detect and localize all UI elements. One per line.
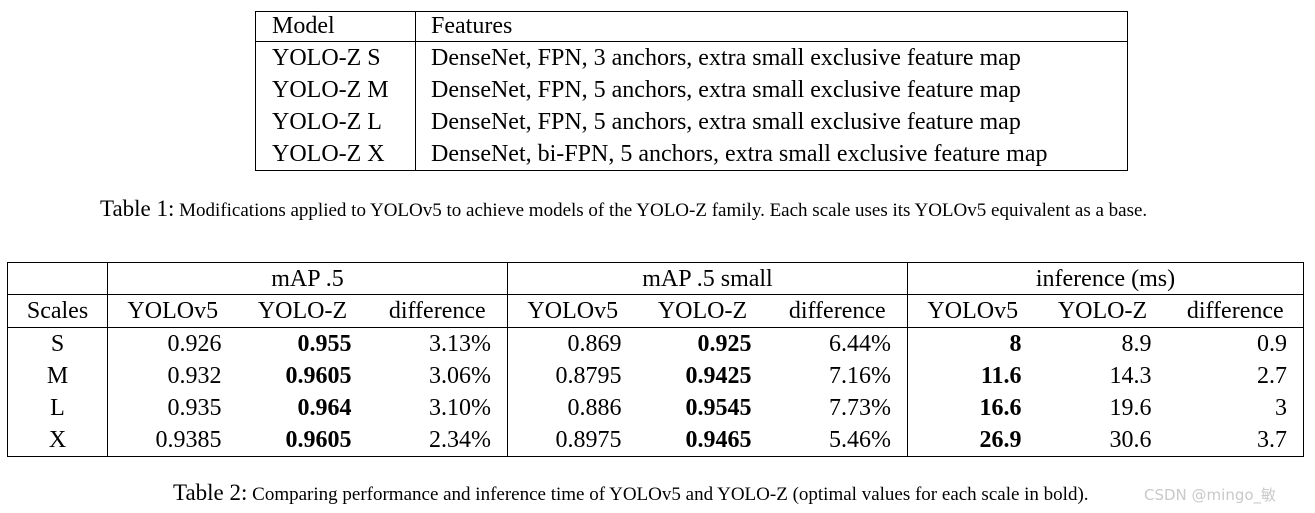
map-yolov5-cell: 0.932 [167, 363, 222, 389]
inference-difference-cell: 2.7 [1257, 363, 1287, 389]
column-header-difference: difference [367, 294, 508, 328]
small-difference-cell: 5.46% [767, 424, 908, 457]
performance-table: mAP .5 mAP .5 small inference (ms) Scale… [7, 262, 1304, 457]
inference-yolov5-cell: 11.6 [980, 363, 1022, 389]
scale-cell: S [7, 327, 108, 360]
column-header-features: Features [415, 11, 1128, 42]
table-header-row: Model Features [255, 11, 1128, 42]
column-header-yolov5: YOLOv5 [507, 294, 638, 328]
table-2-caption: Table 2: Comparing performance and infer… [173, 480, 1089, 506]
model-cell: YOLO-Z L [255, 106, 416, 138]
model-cell: YOLO-Z M [255, 74, 416, 106]
group-header-row: mAP .5 mAP .5 small inference (ms) [7, 262, 1304, 295]
group-header-map5-small: mAP .5 small [507, 262, 908, 295]
small-difference-cell: 7.73% [767, 392, 908, 424]
column-header-yolov5: YOLOv5 [907, 294, 1038, 328]
map-yoloz-cell: 0.9605 [285, 427, 352, 453]
column-header-yoloz: YOLO-Z [237, 294, 368, 328]
features-cell: DenseNet, FPN, 5 anchors, extra small ex… [431, 109, 1021, 135]
inference-yolov5-cell: 16.6 [979, 395, 1022, 421]
empty-header-cell [7, 262, 108, 295]
inference-yoloz-cell: 14.3 [1109, 363, 1152, 389]
group-header-map5: mAP .5 [107, 262, 508, 295]
small-yolov5-cell: 0.869 [567, 331, 622, 357]
small-yoloz-cell: 0.925 [697, 331, 752, 357]
scale-cell: L [7, 392, 108, 424]
map-yolov5-cell: 0.926 [167, 331, 222, 357]
inference-yoloz-cell: 8.9 [1121, 331, 1152, 357]
table-row: M 0.932 0.9605 3.06% 0.8795 0.9425 7.16%… [7, 360, 1304, 392]
model-cell: YOLO-Z S [255, 41, 416, 74]
column-header-model: Model [255, 11, 416, 42]
sub-header-row: Scales YOLOv5 YOLO-Z difference YOLOv5 Y… [7, 294, 1304, 328]
column-header-yoloz: YOLO-Z [637, 294, 768, 328]
small-yoloz-cell: 0.9465 [685, 427, 752, 453]
map-yoloz-cell: 0.955 [297, 331, 352, 357]
small-yolov5-cell: 0.886 [567, 395, 622, 421]
caption-text: Modifications applied to YOLOv5 to achie… [179, 200, 1148, 221]
inference-yoloz-cell: 19.6 [1109, 395, 1152, 421]
scale-cell: X [7, 424, 108, 457]
column-header-difference: difference [1167, 294, 1304, 328]
table-row: L 0.935 0.964 3.10% 0.886 0.9545 7.73% 1… [7, 392, 1304, 424]
model-cell: YOLO-Z X [255, 138, 416, 171]
small-yolov5-cell: 0.8975 [555, 427, 622, 453]
inference-difference-cell: 0.9 [1257, 331, 1287, 357]
scale-cell: M [7, 360, 108, 392]
table-1-caption: Table 1: Modifications applied to YOLOv5… [100, 196, 1147, 222]
column-header-yolov5: YOLOv5 [107, 294, 238, 328]
features-cell: DenseNet, FPN, 3 anchors, extra small ex… [431, 45, 1021, 71]
map-yolov5-cell: 0.935 [167, 395, 222, 421]
map-yoloz-cell: 0.964 [297, 395, 352, 421]
column-header-scales: Scales [7, 294, 108, 328]
features-table: Model Features YOLO-Z S DenseNet, FPN, 3… [255, 11, 1128, 171]
table-row: X 0.9385 0.9605 2.34% 0.8975 0.9465 5.46… [7, 424, 1304, 457]
inference-yolov5-cell: 26.9 [979, 427, 1022, 453]
caption-label: Table 1: [100, 196, 175, 221]
watermark: CSDN @mingo_敏 [1144, 486, 1277, 504]
map-yoloz-cell: 0.9605 [285, 363, 352, 389]
column-header-yoloz: YOLO-Z [1037, 294, 1168, 328]
features-cell: DenseNet, FPN, 5 anchors, extra small ex… [431, 77, 1021, 103]
inference-yoloz-cell: 30.6 [1109, 427, 1152, 453]
caption-text: Comparing performance and inference time… [252, 484, 1089, 505]
table-row: YOLO-Z X DenseNet, bi-FPN, 5 anchors, ex… [255, 138, 1128, 171]
small-yoloz-cell: 0.9545 [685, 395, 752, 421]
map-yolov5-cell: 0.9385 [155, 427, 222, 453]
inference-difference-cell: 3.7 [1257, 427, 1287, 453]
table-row: YOLO-Z M DenseNet, FPN, 5 anchors, extra… [255, 74, 1128, 106]
table-row: YOLO-Z L DenseNet, FPN, 5 anchors, extra… [255, 106, 1128, 138]
table-row: S 0.926 0.955 3.13% 0.869 0.925 6.44% 8 … [7, 327, 1304, 360]
features-cell: DenseNet, bi-FPN, 5 anchors, extra small… [431, 141, 1048, 167]
small-difference-cell: 7.16% [767, 360, 908, 392]
inference-yolov5-cell: 8 [1009, 331, 1022, 357]
map-difference-cell: 3.06% [367, 360, 508, 392]
caption-label: Table 2: [173, 480, 248, 505]
map-difference-cell: 2.34% [367, 424, 508, 457]
inference-difference-cell: 3 [1275, 395, 1287, 421]
small-difference-cell: 6.44% [767, 327, 908, 360]
map-difference-cell: 3.13% [367, 327, 508, 360]
column-header-difference: difference [767, 294, 908, 328]
small-yolov5-cell: 0.8795 [555, 363, 622, 389]
table-row: YOLO-Z S DenseNet, FPN, 3 anchors, extra… [255, 41, 1128, 74]
map-difference-cell: 3.10% [367, 392, 508, 424]
group-header-inference: inference (ms) [907, 262, 1304, 295]
small-yoloz-cell: 0.9425 [685, 363, 752, 389]
